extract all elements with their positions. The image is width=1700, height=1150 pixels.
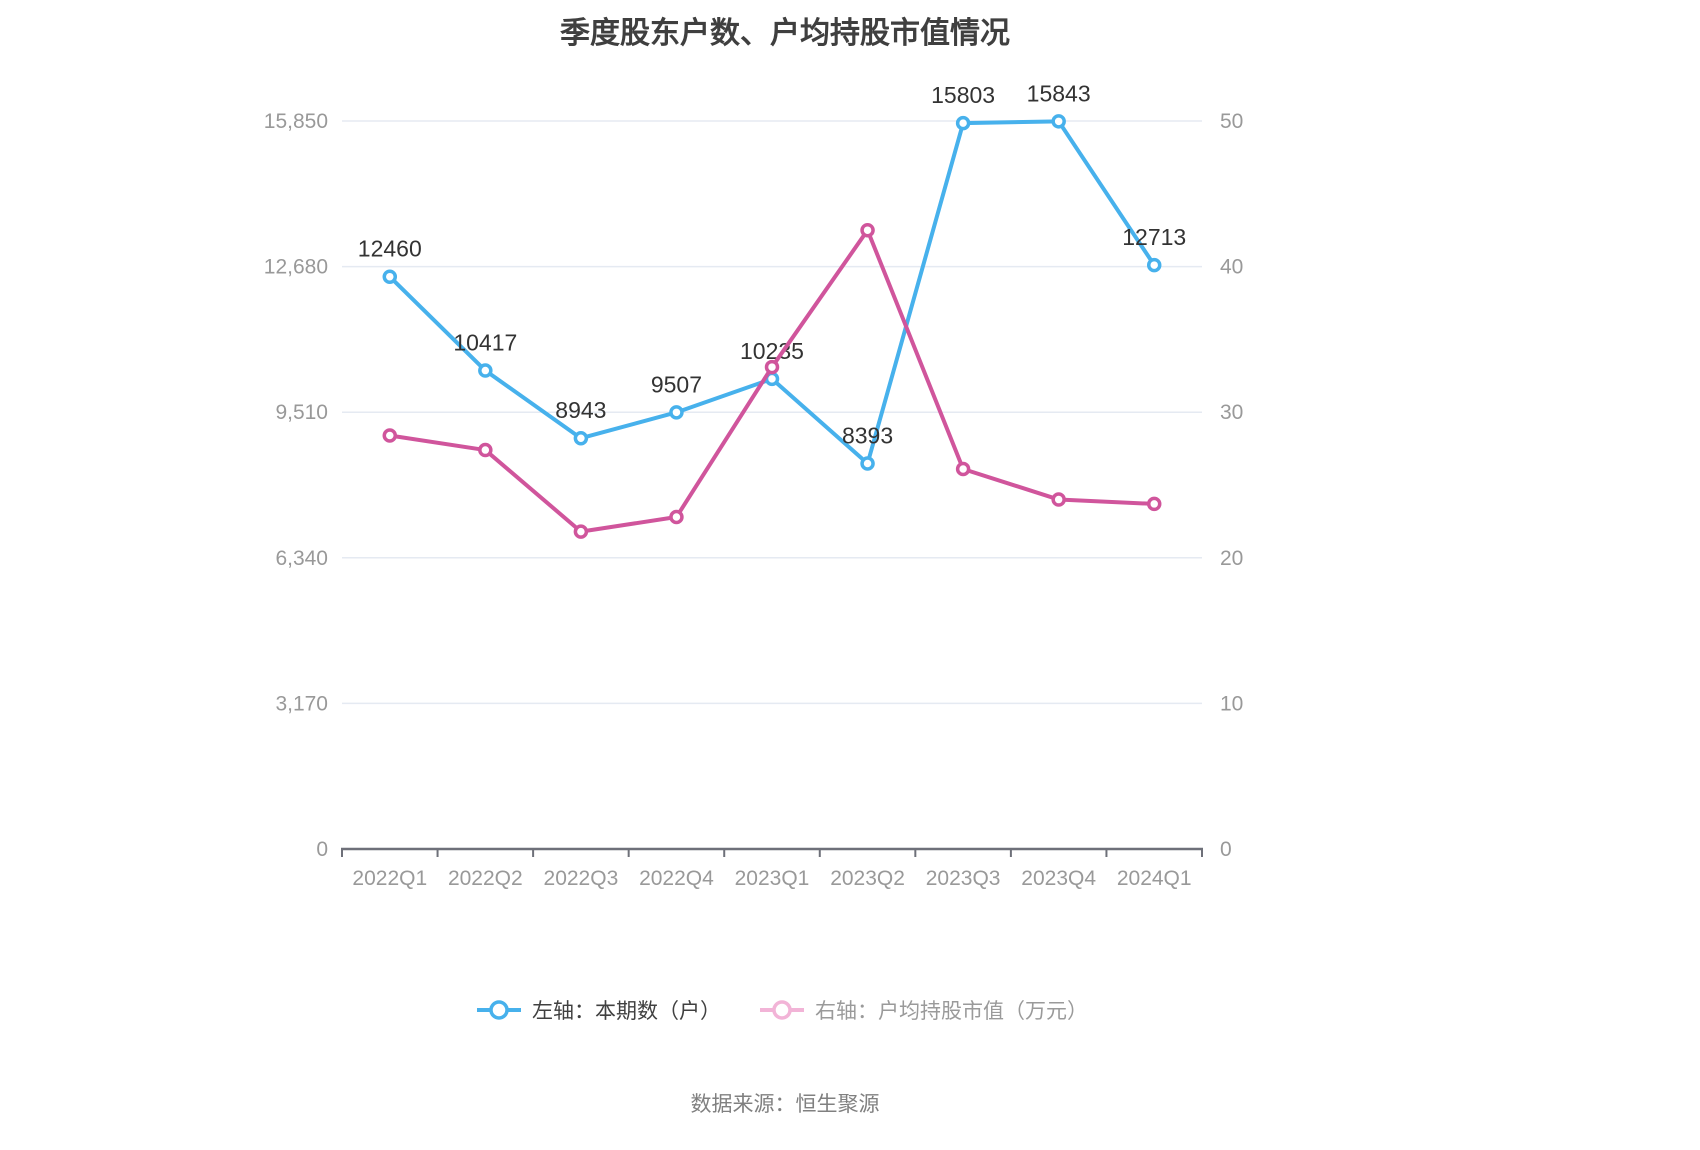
right-axis-tick-label: 30 xyxy=(1220,401,1243,424)
right-axis-tick-label: 40 xyxy=(1220,256,1243,279)
legend-label: 右轴：户均持股市值（万元） xyxy=(815,1000,1088,1023)
data-label-shareholder-count: 8393 xyxy=(842,423,893,449)
left-axis-tick-label: 12,680 xyxy=(264,256,328,279)
data-point-shareholder-count[interactable] xyxy=(1146,257,1162,273)
data-point-avg-holding-value[interactable] xyxy=(860,222,875,238)
data-point-avg-holding-value[interactable] xyxy=(1146,496,1162,512)
data-label-shareholder-count: 15843 xyxy=(1027,80,1091,106)
data-point-avg-holding-value[interactable] xyxy=(955,461,971,477)
right-axis-tick-label: 20 xyxy=(1220,547,1243,570)
data-point-shareholder-count[interactable] xyxy=(573,430,589,446)
data-label-shareholder-count: 12460 xyxy=(358,236,422,262)
data-label-shareholder-count: 10417 xyxy=(453,330,517,356)
line-series-icon xyxy=(760,1000,804,1020)
data-point-avg-holding-value[interactable] xyxy=(669,509,684,525)
data-point-shareholder-count[interactable] xyxy=(955,115,971,131)
data-point-shareholder-count[interactable] xyxy=(669,405,684,420)
x-axis-category-label: 2022Q3 xyxy=(544,867,619,890)
legend-item-shareholder-count[interactable]: 左轴：本期数（户） xyxy=(476,995,721,1025)
data-label-shareholder-count: 8943 xyxy=(555,397,606,423)
x-axis-category-label: 2022Q2 xyxy=(448,867,523,890)
data-point-shareholder-count[interactable] xyxy=(382,269,398,284)
data-point-avg-holding-value[interactable] xyxy=(573,524,589,539)
data-point-avg-holding-value[interactable] xyxy=(1051,492,1066,507)
x-axis-category-label: 2024Q1 xyxy=(1117,867,1192,890)
left-axis-tick-label: 6,340 xyxy=(275,547,328,570)
data-point-shareholder-count[interactable] xyxy=(1051,114,1066,129)
data-label-shareholder-count: 10235 xyxy=(740,338,804,364)
data-source-note: 数据来源：恒生聚源 xyxy=(690,1093,880,1116)
legend-item-avg-holding-value[interactable]: 右轴：户均持股市值（万元） xyxy=(759,995,1088,1025)
left-axis-tick-label: 3,170 xyxy=(275,692,328,715)
right-axis-tick-label: 50 xyxy=(1220,110,1243,133)
x-axis-category-label: 2023Q4 xyxy=(1021,867,1096,890)
data-point-avg-holding-value[interactable] xyxy=(382,428,398,443)
right-axis-tick-label: 0 xyxy=(1220,838,1232,861)
x-axis-category-label: 2022Q1 xyxy=(352,867,427,890)
data-point-shareholder-count[interactable] xyxy=(478,363,493,378)
data-point-avg-holding-value[interactable] xyxy=(764,359,780,375)
data-point-avg-holding-value[interactable] xyxy=(478,442,493,458)
data-point-shareholder-count[interactable] xyxy=(860,456,875,471)
x-axis-category-label: 2023Q1 xyxy=(735,867,810,890)
left-axis-tick-label: 0 xyxy=(316,838,328,861)
x-axis-category-label: 2023Q3 xyxy=(926,867,1001,890)
chart-title: 季度股东户数、户均持股市值情况 xyxy=(560,17,1010,50)
chart-legend: 左轴：本期数（户） 右轴：户均持股市值（万元） xyxy=(476,995,1088,1025)
right-axis-tick-label: 10 xyxy=(1220,692,1243,715)
line-series-icon xyxy=(477,1000,521,1020)
legend-label: 左轴：本期数（户） xyxy=(532,1000,721,1023)
x-axis-category-label: 2023Q2 xyxy=(830,867,905,890)
data-label-shareholder-count: 12713 xyxy=(1122,224,1186,250)
data-label-shareholder-count: 15803 xyxy=(931,82,995,108)
x-axis-category-label: 2022Q4 xyxy=(639,867,714,890)
left-axis-tick-label: 15,850 xyxy=(264,110,328,133)
left-axis-tick-label: 9,510 xyxy=(275,401,328,424)
data-label-shareholder-count: 9507 xyxy=(651,371,702,397)
